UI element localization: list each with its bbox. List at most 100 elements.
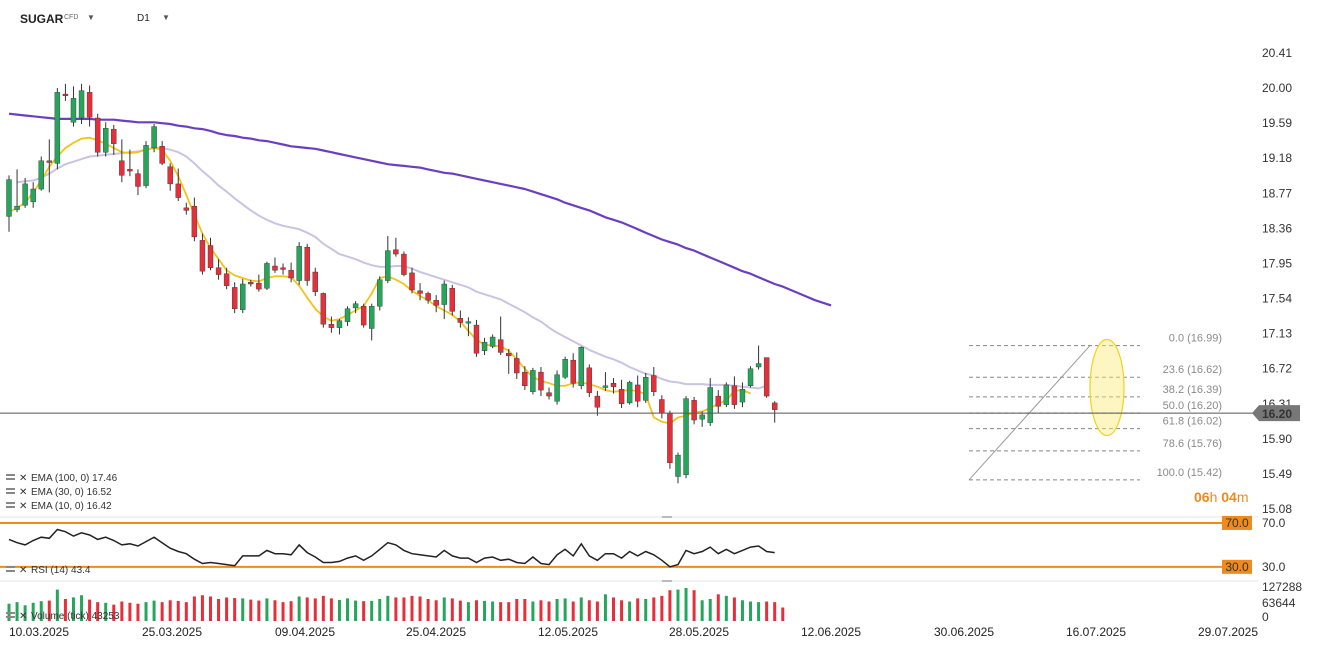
candle — [651, 375, 657, 392]
legend-remove-icon: ✕ — [19, 487, 27, 498]
candle — [425, 293, 431, 301]
candle — [691, 400, 697, 421]
volume-bar — [192, 596, 196, 621]
volume-bar — [636, 598, 640, 621]
candle — [143, 145, 149, 186]
volume-bar — [579, 597, 583, 621]
volume-bar — [241, 598, 245, 621]
candle — [248, 282, 254, 285]
volume-bar — [749, 601, 753, 621]
volume-bar — [716, 594, 720, 621]
ema30-line — [16, 147, 767, 390]
candle — [506, 353, 512, 357]
volume-bar — [289, 601, 293, 621]
candle — [763, 357, 770, 397]
legend-drag-icon — [6, 502, 15, 504]
volume-bar — [273, 600, 277, 621]
candle — [183, 207, 190, 211]
candle — [739, 389, 746, 403]
pane-resize-handle — [662, 516, 672, 518]
candle — [586, 367, 593, 393]
candle — [457, 318, 464, 323]
volume-bar — [628, 601, 632, 621]
candle — [352, 303, 359, 309]
volume-bar — [265, 598, 269, 621]
volume-bar — [297, 596, 301, 621]
candle — [667, 412, 673, 464]
volume-bar — [620, 600, 624, 621]
volume-bar — [160, 602, 164, 621]
rsi-band-tag — [1222, 515, 1252, 530]
volume-bar — [168, 600, 172, 621]
volume-bar — [281, 602, 285, 621]
candle — [62, 93, 69, 96]
volume-bar — [249, 599, 253, 621]
volume-bar — [676, 589, 680, 621]
volume-bar — [474, 600, 478, 621]
highlight-ellipse — [1089, 338, 1125, 437]
symbol-name[interactable]: SUGAR — [20, 12, 64, 26]
candle — [103, 128, 109, 153]
candle-countdown: 06h 04m — [1194, 489, 1249, 505]
volume-bar — [434, 600, 438, 621]
candle — [401, 253, 407, 275]
x-tick-label: 16.07.2025 — [1066, 625, 1126, 639]
volume-bar — [120, 601, 124, 621]
volume-bar — [23, 605, 27, 621]
candle — [159, 146, 165, 164]
volume-bar — [88, 599, 92, 621]
volume-bar — [104, 602, 108, 621]
volume-bar — [233, 598, 237, 621]
volume-bar — [402, 597, 406, 621]
volume-bar — [80, 595, 84, 621]
volume-bar — [63, 599, 67, 621]
y-tick-label: 19.18 — [1262, 151, 1292, 165]
candle — [377, 279, 383, 307]
volume-bar — [708, 599, 712, 621]
volume-bar — [724, 595, 728, 621]
volume-bar — [668, 590, 672, 621]
volume-bar — [515, 599, 519, 621]
candle — [465, 321, 472, 324]
volume-bar — [531, 601, 535, 621]
volume-bar — [418, 596, 422, 621]
x-tick-label: 30.06.2025 — [934, 625, 994, 639]
rsi-tick-label: 30.0 — [1262, 560, 1286, 574]
volume-tick-label: 127288 — [1262, 580, 1302, 594]
candle — [127, 169, 133, 172]
candle — [30, 188, 36, 203]
candle — [151, 126, 157, 149]
candle — [417, 290, 423, 294]
candle — [336, 320, 343, 328]
candle — [240, 283, 246, 310]
legend-drag-icon — [6, 612, 15, 614]
y-tick-label: 17.54 — [1262, 292, 1292, 306]
candle — [538, 371, 544, 391]
timeframe-dropdown-icon[interactable]: ▼ — [162, 13, 170, 22]
legend-drag-icon — [6, 570, 15, 572]
volume-bar — [217, 599, 221, 621]
rsi-line — [8, 528, 775, 568]
candle — [296, 246, 302, 281]
candle — [175, 183, 181, 198]
candle — [223, 273, 230, 286]
candle — [643, 377, 649, 401]
x-tick-label: 12.05.2025 — [538, 625, 598, 639]
volume-bar — [700, 600, 704, 621]
volume-bar — [523, 599, 527, 621]
legend-drag-icon — [6, 506, 15, 508]
volume-bar — [499, 602, 503, 621]
symbol-dropdown-icon[interactable]: ▼ — [87, 13, 95, 22]
legend-volume: Volume (tick) 43253 — [31, 611, 120, 622]
volume-bar — [128, 602, 132, 621]
timeframe-selector[interactable]: D1 — [137, 13, 150, 24]
pane-resize-handle — [662, 580, 672, 582]
candle — [312, 271, 318, 292]
volume-bar — [757, 602, 761, 621]
candle — [594, 395, 601, 408]
volume-bar — [426, 599, 430, 621]
volume-bar — [200, 595, 204, 621]
volume-bar — [458, 600, 462, 621]
candle — [602, 385, 609, 388]
